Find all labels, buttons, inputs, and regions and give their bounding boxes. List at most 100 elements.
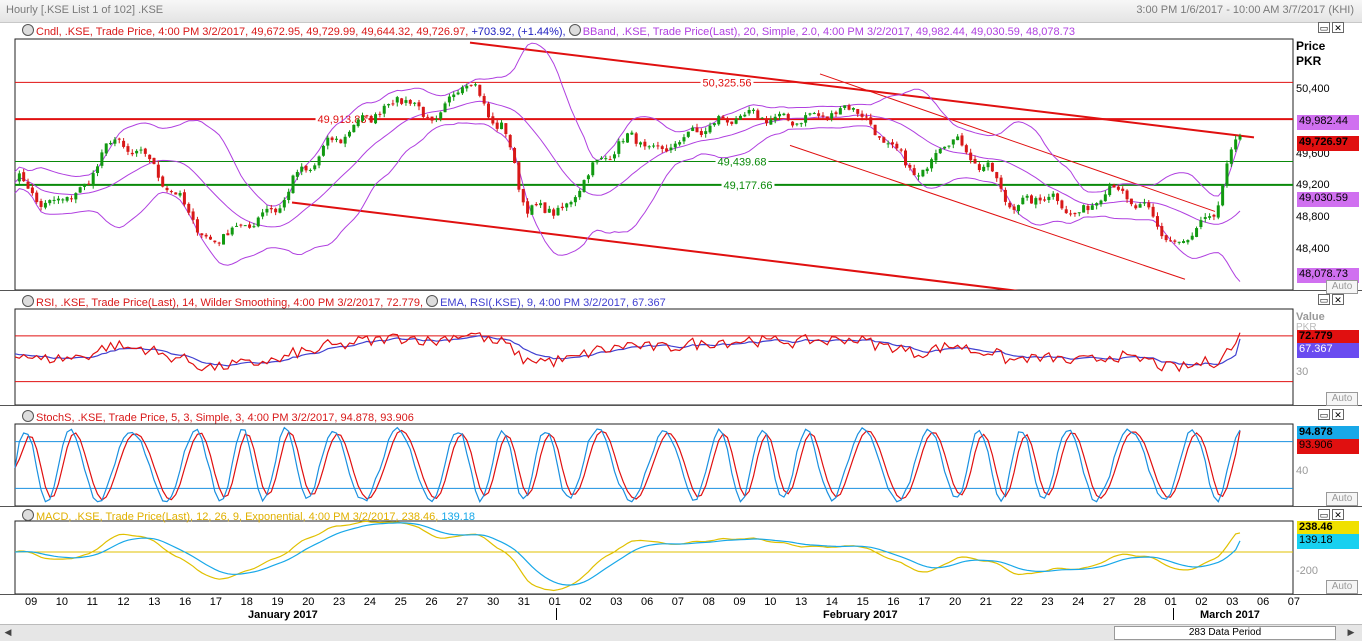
candle bbox=[100, 152, 104, 166]
auto-scale-button[interactable]: Auto bbox=[1326, 280, 1358, 294]
stoch-legend: StochS, .KSE, Trade Price, 5, 3, Simple,… bbox=[22, 410, 414, 424]
auto-scale-button[interactable]: Auto bbox=[1326, 392, 1358, 406]
candle bbox=[91, 173, 95, 185]
window-titlebar: Hourly [.KSE List 1 of 102] .KSE 3:00 PM… bbox=[0, 0, 1362, 23]
bband-mid-line bbox=[14, 100, 1241, 228]
candle bbox=[1103, 194, 1107, 202]
candle bbox=[452, 94, 456, 98]
candle bbox=[30, 187, 34, 194]
candle bbox=[686, 131, 690, 137]
candle bbox=[1016, 205, 1020, 212]
day-tick-label: 13 bbox=[795, 596, 808, 608]
rsi-panel[interactable]: RSI, .KSE, Trade Price(Last), 14, Wilder… bbox=[0, 291, 1362, 406]
candle bbox=[161, 176, 165, 187]
price-tick: 49,200 bbox=[1296, 179, 1330, 191]
close-icon[interactable]: ✕ bbox=[1332, 509, 1344, 520]
candle bbox=[495, 122, 499, 129]
macd-tag: 238.46 bbox=[1297, 521, 1359, 536]
candle bbox=[834, 112, 838, 115]
candle bbox=[361, 115, 365, 121]
maximize-icon[interactable]: ▭ bbox=[1318, 409, 1330, 420]
candle bbox=[117, 138, 121, 140]
candle bbox=[421, 106, 425, 117]
maximize-icon[interactable]: ▭ bbox=[1318, 22, 1330, 33]
candle bbox=[526, 201, 530, 214]
rsi-line bbox=[14, 332, 1241, 373]
candle bbox=[43, 202, 47, 208]
stoch-chart[interactable] bbox=[0, 406, 1362, 506]
candle bbox=[708, 125, 712, 133]
candle bbox=[1125, 190, 1129, 200]
stoch-k-tag: 94.878 bbox=[1297, 426, 1359, 441]
scroll-thumb[interactable]: 283 Data Period bbox=[1114, 626, 1336, 640]
price-panel[interactable]: 50,325.56 49,913.83 49,439.68 49,177.66 Cnd… bbox=[0, 22, 1362, 294]
candle bbox=[547, 208, 551, 213]
candle bbox=[508, 135, 512, 148]
rsi-chart[interactable] bbox=[0, 291, 1362, 405]
candle bbox=[1225, 163, 1229, 185]
close-icon[interactable]: ✕ bbox=[1332, 409, 1344, 420]
day-tick-label: 19 bbox=[271, 596, 284, 608]
price-tick: 49,600 bbox=[1296, 148, 1330, 160]
close-icon[interactable]: ✕ bbox=[1332, 294, 1344, 305]
scroll-right-icon[interactable]: ▶ bbox=[1347, 627, 1355, 637]
clock-icon[interactable] bbox=[22, 410, 34, 422]
candle bbox=[460, 87, 464, 94]
stoch-tick: 40 bbox=[1296, 465, 1309, 477]
candle bbox=[843, 105, 847, 108]
maximize-icon[interactable]: ▭ bbox=[1318, 294, 1330, 305]
candle bbox=[443, 103, 447, 113]
candle bbox=[704, 131, 708, 135]
macd-panel[interactable]: MACD, .KSE, Trade Price(Last), 12, 26, 9… bbox=[0, 507, 1362, 595]
candle bbox=[300, 166, 304, 172]
candle bbox=[1168, 240, 1172, 242]
clock-icon[interactable] bbox=[22, 24, 34, 36]
time-scrollbar[interactable]: ◀ 283 Data Period ▶ bbox=[0, 624, 1362, 641]
clock-icon[interactable] bbox=[22, 295, 34, 307]
candle bbox=[1151, 206, 1155, 217]
day-tick-label: 09 bbox=[733, 596, 746, 608]
candle bbox=[473, 84, 477, 86]
candle bbox=[1021, 197, 1025, 205]
candle bbox=[1116, 186, 1120, 190]
candle bbox=[417, 102, 421, 107]
maximize-icon[interactable]: ▭ bbox=[1318, 509, 1330, 520]
macd-chart[interactable] bbox=[0, 507, 1362, 594]
auto-scale-button[interactable]: Auto bbox=[1326, 580, 1358, 594]
candle bbox=[217, 242, 221, 244]
candle bbox=[330, 137, 334, 141]
candle bbox=[691, 127, 695, 131]
day-tick-label: 03 bbox=[1226, 596, 1239, 608]
candle bbox=[1056, 193, 1060, 202]
candle bbox=[977, 164, 981, 170]
candle bbox=[1208, 216, 1212, 218]
month-separator bbox=[556, 608, 557, 620]
stoch-d-legend: 93.906 bbox=[380, 412, 414, 424]
bband-lower-tag: 48,078.73 bbox=[1297, 268, 1359, 283]
candle bbox=[313, 165, 317, 170]
candle bbox=[395, 97, 399, 103]
clock-icon[interactable] bbox=[426, 295, 439, 307]
day-tick-label: 10 bbox=[764, 596, 777, 608]
candle bbox=[1238, 135, 1242, 140]
month-label: January 2017 bbox=[248, 609, 318, 621]
clock-icon[interactable] bbox=[22, 509, 34, 521]
candle bbox=[1195, 228, 1199, 237]
candle bbox=[456, 92, 460, 95]
day-tick-label: 24 bbox=[1072, 596, 1085, 608]
candle bbox=[213, 240, 217, 243]
trend-line bbox=[819, 73, 1216, 212]
stoch-panel[interactable]: StochS, .KSE, Trade Price, 5, 3, Simple,… bbox=[0, 406, 1362, 507]
candle bbox=[969, 152, 973, 161]
clock-icon[interactable] bbox=[568, 24, 581, 36]
scroll-left-icon[interactable]: ◀ bbox=[4, 627, 12, 637]
candle bbox=[122, 140, 126, 147]
price-chart[interactable]: 50,325.56 49,913.83 49,439.68 49,177.66 bbox=[0, 22, 1362, 290]
candle bbox=[365, 115, 369, 117]
close-icon[interactable]: ✕ bbox=[1332, 22, 1344, 33]
auto-scale-button[interactable]: Auto bbox=[1326, 492, 1358, 506]
day-tick-label: 13 bbox=[148, 596, 161, 608]
candle bbox=[404, 100, 408, 103]
candle bbox=[1025, 195, 1029, 198]
candle bbox=[235, 225, 239, 227]
